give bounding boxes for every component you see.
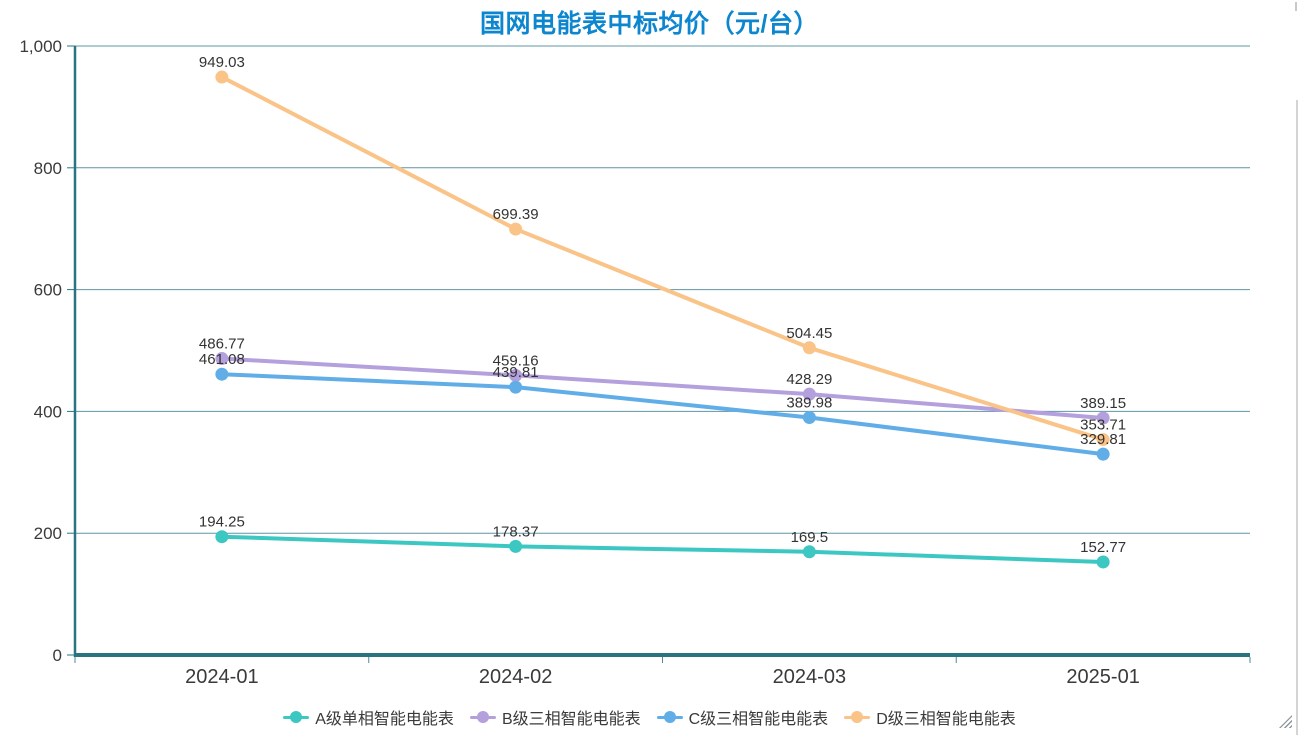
y-tick-label: 200	[34, 524, 62, 543]
series-line	[219, 356, 1106, 421]
y-tick-label: 1,000	[19, 37, 62, 56]
data-point-label: 389.15	[1080, 395, 1126, 412]
data-point-marker[interactable]	[802, 545, 816, 559]
legend-label: D级三相智能电能表	[876, 711, 1016, 728]
data-point-marker[interactable]	[509, 380, 523, 394]
y-tick-label: 400	[34, 402, 62, 421]
legend-label: C级三相智能电能表	[688, 711, 829, 728]
data-point-marker[interactable]	[215, 352, 229, 366]
data-point-label: 486.77	[199, 336, 245, 353]
legend-line-marker-icon	[469, 710, 496, 724]
legend: A级单相智能电能表 B级三相智能电能表 C级三相智能电能表 D级三相智能电能表	[0, 705, 1299, 729]
chart-title: 国网电能表中标均价（元/台）	[480, 10, 819, 38]
data-point-marker[interactable]	[215, 367, 229, 381]
data-point-label: 152.77	[1080, 539, 1126, 556]
data-point-label: 504.45	[786, 325, 832, 342]
data-point-label: 169.5	[791, 529, 829, 546]
data-point-label: 353.71	[1080, 417, 1126, 434]
data-point-label: 389.98	[786, 395, 832, 412]
data-point-marker[interactable]	[802, 341, 816, 355]
legend-label: B级三相智能电能表	[501, 711, 641, 728]
data-point-label: 329.81	[1080, 431, 1126, 448]
data-point-marker[interactable]	[1096, 433, 1110, 447]
series-line	[219, 75, 1106, 442]
y-tick-label: 0	[53, 646, 62, 665]
data-point-label: 949.03	[199, 54, 245, 71]
y-tick-label: 800	[34, 159, 62, 178]
data-point-marker[interactable]	[215, 530, 229, 544]
legend-item-c[interactable]: C级三相智能电能表	[656, 705, 829, 729]
data-point-marker[interactable]	[215, 70, 229, 84]
legend-item-b[interactable]: B级三相智能电能表	[469, 705, 641, 729]
series-line	[219, 534, 1106, 564]
data-point-label: 459.16	[493, 352, 539, 369]
series-line	[219, 372, 1106, 457]
data-point-marker[interactable]	[802, 411, 816, 425]
x-tick-label: 2024-03	[773, 666, 846, 688]
panel-right-border	[1296, 100, 1298, 735]
data-point-label: 699.39	[493, 206, 539, 223]
data-point-label: 439.81	[493, 364, 539, 381]
data-point-marker[interactable]	[1096, 447, 1110, 461]
data-point-marker[interactable]	[1096, 411, 1110, 425]
scrollbar-mark	[1295, 2, 1297, 11]
legend-label: A级单相智能电能表	[315, 711, 454, 728]
x-tick-label: 2025-01	[1066, 666, 1139, 688]
legend-line-marker-icon	[283, 710, 310, 724]
data-point-label: 461.08	[199, 351, 245, 368]
data-point-label: 428.29	[786, 371, 832, 388]
data-point-marker[interactable]	[509, 222, 523, 236]
y-tick-label: 600	[34, 281, 62, 300]
x-tick-label: 2024-01	[185, 666, 258, 688]
legend-line-marker-icon	[844, 710, 871, 724]
x-tick-label: 2024-02	[479, 666, 552, 688]
legend-item-d[interactable]: D级三相智能电能表	[844, 705, 1016, 729]
data-point-marker[interactable]	[1096, 555, 1110, 569]
data-point-label: 178.37	[493, 523, 539, 540]
data-point-marker[interactable]	[802, 387, 816, 401]
data-point-marker[interactable]	[509, 368, 523, 382]
data-point-label: 194.25	[199, 514, 245, 531]
data-point-marker[interactable]	[509, 539, 523, 553]
legend-line-marker-icon	[656, 710, 683, 724]
legend-item-a[interactable]: A级单相智能电能表	[283, 705, 454, 729]
